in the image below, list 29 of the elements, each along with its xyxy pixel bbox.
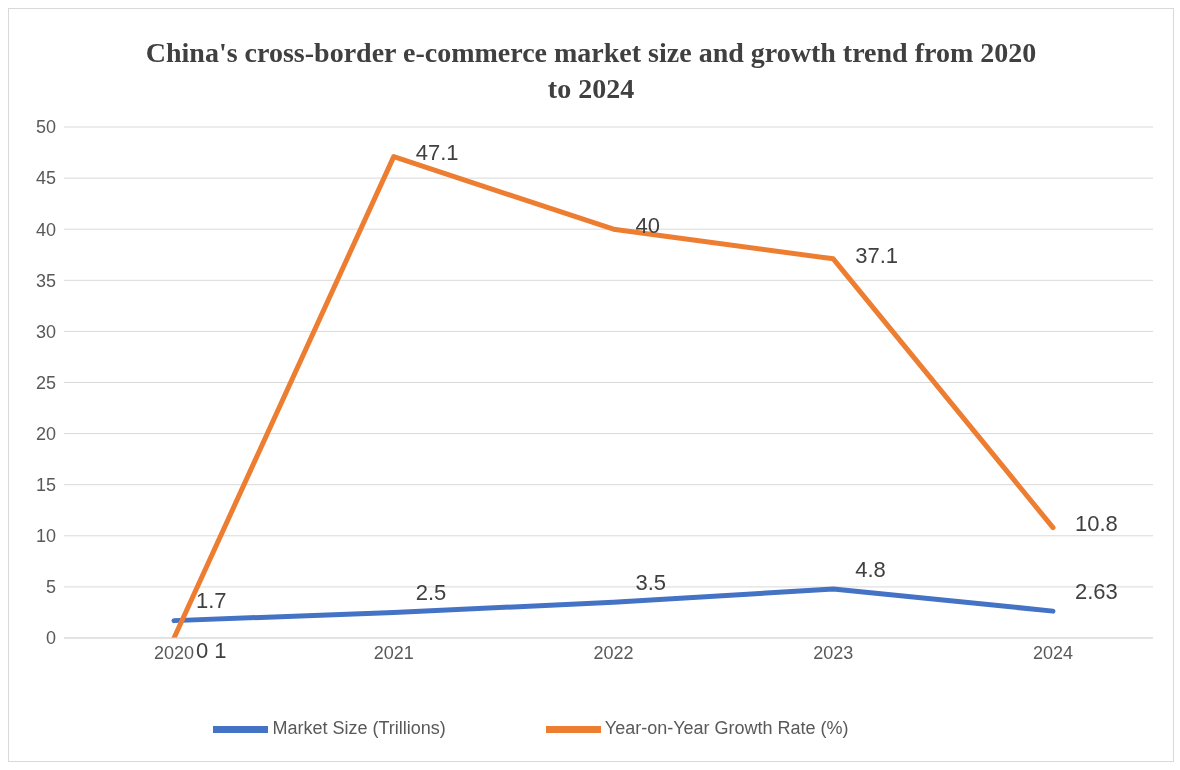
data-label: 1.7 (196, 588, 227, 614)
chart-title: China's cross-border e-commerce market size and growth trend from 2020 to 2024 (144, 36, 1038, 106)
data-label: 4.8 (855, 556, 886, 582)
y-tick-label: 25 (35, 372, 56, 393)
data-label: 40 (635, 213, 660, 239)
x-tick-label: 2024 (1032, 642, 1074, 663)
y-tick-label: 50 (35, 117, 56, 138)
x-tick-label: 2021 (373, 642, 414, 663)
data-label: 0 1 (196, 637, 227, 663)
data-label: 3.5 (635, 570, 667, 596)
y-tick-label: 15 (35, 475, 56, 496)
y-tick-label: 35 (35, 270, 56, 291)
data-label: 2.63 (1075, 578, 1118, 604)
y-tick-label: 0 (45, 628, 56, 649)
x-tick-label: 2022 (593, 642, 634, 663)
legend-label: Market Size (Trillions) (272, 718, 446, 739)
data-label: 47.1 (415, 140, 459, 166)
data-label: 2.5 (415, 580, 447, 606)
y-tick-label: 5 (45, 577, 56, 598)
y-tick-label: 20 (35, 423, 56, 444)
legend-label: Year-on-Year Growth Rate (%) (604, 718, 849, 739)
x-tick-label: 2023 (813, 642, 854, 663)
data-label: 37.1 (855, 242, 899, 268)
y-tick-label: 30 (35, 321, 56, 342)
y-tick-label: 40 (35, 219, 56, 240)
y-tick-label: 45 (35, 168, 56, 189)
y-tick-label: 10 (35, 526, 56, 547)
data-label: 10.8 (1075, 511, 1118, 537)
x-tick-label: 2020 (153, 642, 195, 663)
